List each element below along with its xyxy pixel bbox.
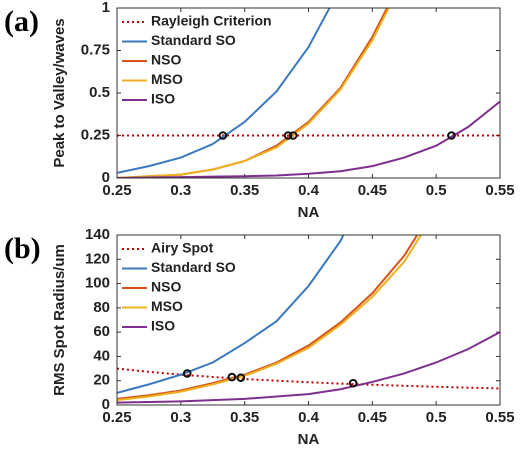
x-axis-label: NA (298, 204, 320, 221)
y-tick-label: 0.75 (81, 41, 110, 58)
series-line (117, 331, 500, 404)
y-tick-label: 0.5 (89, 84, 110, 101)
x-tick-label: 0.45 (358, 182, 387, 199)
x-tick-label: 0.35 (230, 182, 259, 199)
y-axis-label: RMS Spot Radius/um (51, 244, 68, 396)
x-tick-label: 0.5 (426, 182, 447, 199)
y-tick-label: 0 (102, 396, 110, 413)
intersection-marker (348, 378, 358, 388)
panel-label: (a) (4, 5, 39, 38)
legend-label: Rayleigh Criterion (151, 13, 272, 29)
panel-label: (b) (4, 232, 41, 265)
intersection-marker (182, 369, 192, 378)
panel: (b) NA RMS Spot Radius/um 0.25 0.3 0.35 0.4 0.4… (4, 226, 515, 448)
y-tick-label: 80 (93, 299, 110, 316)
legend-label: Standard SO (151, 32, 236, 48)
x-tick-label: 0.35 (230, 409, 259, 426)
panel: (a) NA Peak to Valley/waves 0.25 0.3 0.35 0.4 0… (4, 0, 515, 221)
y-tick-label: 0.25 (81, 126, 110, 143)
x-tick-label: 0.55 (485, 182, 514, 199)
y-tick-label: 0 (102, 169, 110, 186)
legend-label: NSO (151, 279, 181, 295)
intersection-marker (227, 372, 237, 382)
x-tick-label: 0.4 (298, 409, 320, 426)
legend-label: Airy Spot (151, 240, 214, 256)
legend-label: ISO (151, 91, 175, 107)
x-tick-label: 0.5 (426, 409, 447, 426)
y-tick-label: 100 (85, 275, 110, 292)
x-tick-label: 0.45 (358, 409, 387, 426)
legend-label: NSO (151, 52, 181, 68)
series-line (117, 367, 500, 390)
intersection-marker (218, 131, 228, 140)
legend-label: ISO (151, 318, 175, 334)
y-tick-label: 60 (93, 323, 110, 340)
series-line (117, 235, 423, 402)
legend-label: MSO (151, 71, 183, 87)
x-tick-label: 0.25 (102, 409, 131, 426)
y-axis-label: Peak to Valley/waves (51, 18, 68, 167)
intersection-marker (236, 373, 246, 382)
series-line (117, 235, 419, 400)
y-tick-label: 1 (102, 0, 110, 16)
x-tick-label: 0.3 (170, 182, 191, 199)
y-tick-label: 20 (93, 372, 110, 389)
y-tick-label: 40 (93, 347, 110, 364)
axes-box (116, 234, 501, 406)
plot-area (117, 235, 500, 404)
intersection-marker (447, 131, 456, 140)
y-tick-label: 120 (85, 250, 110, 267)
series-line (117, 100, 500, 178)
x-tick-label: 0.4 (298, 182, 320, 199)
axes-box (116, 7, 501, 179)
x-axis-label: NA (298, 431, 320, 448)
x-tick-label: 0.25 (102, 182, 131, 199)
intersection-marker (288, 131, 298, 140)
plot-area (117, 8, 500, 178)
series-line (117, 8, 331, 174)
x-tick-label: 0.3 (170, 409, 191, 426)
x-tick-label: 0.55 (485, 409, 514, 426)
legend-label: MSO (151, 298, 183, 314)
legend-label: Standard SO (151, 259, 236, 275)
intersection-marker (283, 131, 293, 140)
y-tick-label: 140 (85, 226, 110, 243)
series-line (117, 235, 345, 394)
series-line (117, 8, 390, 178)
